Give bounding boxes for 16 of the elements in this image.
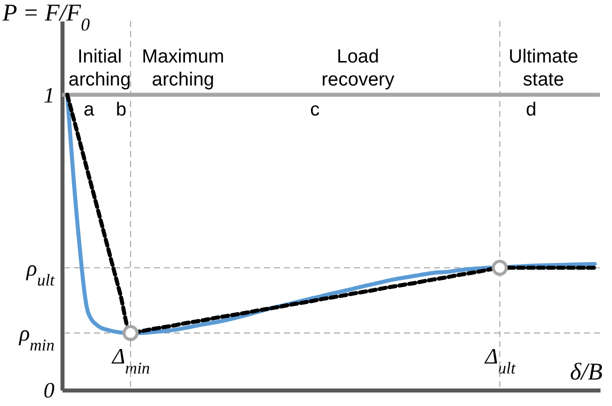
y-tick-label: ρ$_{min}$ <box>18 320 54 354</box>
annotation: c <box>310 100 320 121</box>
annotation: Ultimate state <box>508 46 578 90</box>
y-tick-label: 1 <box>44 82 54 108</box>
annotation: d <box>526 100 536 121</box>
y-axis-title: P = F/F$_{0}$ <box>2 0 90 34</box>
y-tick-label: 0 <box>44 378 54 402</box>
y-tick-label: ρ$_{ult}$ <box>26 255 55 289</box>
x-axis-title: δ/B <box>570 360 603 386</box>
annotation: Maximum arching <box>142 46 224 90</box>
x-tick-label: Δ$_{min}$ <box>111 344 150 377</box>
annotation: a <box>84 100 95 121</box>
annotation: Load recovery <box>321 46 395 90</box>
annotation: b <box>116 100 126 121</box>
x-tick-label: Δ$_{ult}$ <box>484 344 516 377</box>
annotation: Initial arching <box>68 46 131 90</box>
